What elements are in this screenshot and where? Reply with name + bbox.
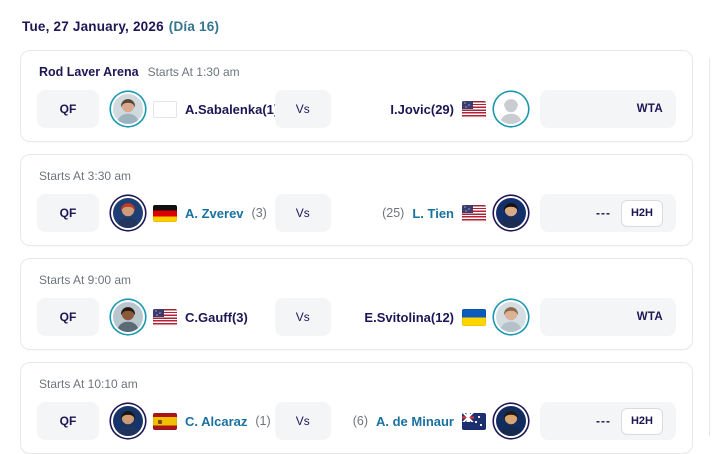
player1-name-link[interactable]: A. Zverev xyxy=(185,205,244,221)
match-info: --- H2H xyxy=(540,402,676,440)
date-header: Tue, 27 January, 2026 (Día 16) xyxy=(22,19,693,34)
flag-spain-icon xyxy=(153,412,177,430)
player1-avatar xyxy=(111,92,145,126)
player1-name: A.Sabalenka(1) xyxy=(185,101,279,117)
flag-usa-icon xyxy=(462,204,486,222)
round-badge: QF xyxy=(37,298,99,336)
h2h-placeholder: --- xyxy=(595,414,611,428)
tour-label: WTA xyxy=(636,311,663,323)
match-info: WTA xyxy=(540,90,676,128)
player1-name: C.Gauff(3) xyxy=(185,309,248,325)
start-time: Starts At 3:30 am xyxy=(39,169,132,183)
card-header: Starts At 9:00 am xyxy=(39,273,676,287)
scrollbar-track xyxy=(708,58,710,436)
player2-avatar xyxy=(494,300,528,334)
player2-name-link[interactable]: L. Tien xyxy=(412,205,454,221)
player2-name-link[interactable]: A. de Minaur xyxy=(375,413,454,429)
match-row: QF A. Zverev (3) Vs (25) L. Tien xyxy=(37,194,676,232)
card-header: Starts At 10:10 am xyxy=(39,377,676,391)
player1-group: A.Sabalenka(1) xyxy=(111,92,278,126)
match-card: Starts At 9:00 am QF C.Gauff(3) Vs E.Svi… xyxy=(20,258,693,350)
round-badge: QF xyxy=(37,90,99,128)
player1-name-link[interactable]: C. Alcaraz xyxy=(185,413,248,429)
player2-group: (6) A. de Minaur xyxy=(343,404,528,438)
match-row: QF C.Gauff(3) Vs E.Svitolina(12) xyxy=(37,298,676,336)
match-card: Starts At 3:30 am QF A. Zverev (3) Vs (2… xyxy=(20,154,693,246)
flag-usa-icon xyxy=(462,100,486,118)
flag-australia-icon xyxy=(462,412,486,430)
start-time: Starts At 10:10 am xyxy=(39,377,138,391)
flag-neutral-icon xyxy=(153,100,177,118)
start-time: Starts At 1:30 am xyxy=(147,65,240,79)
vs-badge: Vs xyxy=(274,402,331,440)
tour-label: WTA xyxy=(636,103,663,115)
start-time: Starts At 9:00 am xyxy=(39,273,132,287)
h2h-button[interactable]: H2H xyxy=(620,407,663,435)
player1-avatar xyxy=(111,196,145,230)
h2h-button[interactable]: H2H xyxy=(620,199,663,227)
player2-group: (25) L. Tien xyxy=(343,196,528,230)
player2-seed: (6) xyxy=(352,414,368,428)
player2-avatar-placeholder xyxy=(494,92,528,126)
flag-usa-icon xyxy=(153,308,177,326)
player1-avatar xyxy=(111,404,145,438)
vs-badge: Vs xyxy=(274,90,331,128)
round-badge: QF xyxy=(37,194,99,232)
card-header: Starts At 3:30 am xyxy=(39,169,676,183)
player2-name: E.Svitolina(12) xyxy=(364,309,454,325)
player1-group: C.Gauff(3) xyxy=(111,300,263,334)
player1-group: C. Alcaraz (1) xyxy=(111,404,271,438)
match-info: --- H2H xyxy=(540,194,676,232)
player2-group: E.Svitolina(12) xyxy=(343,300,528,334)
flag-germany-icon xyxy=(153,204,177,222)
player2-avatar xyxy=(494,404,528,438)
player2-group: I.Jovic(29) xyxy=(343,92,528,126)
player1-seed-after: (3) xyxy=(251,206,267,220)
vs-badge: Vs xyxy=(274,194,331,232)
tournament-day-text: (Día 16) xyxy=(168,19,220,34)
h2h-placeholder: --- xyxy=(595,206,611,220)
player2-name: I.Jovic(29) xyxy=(390,101,454,117)
vs-badge: Vs xyxy=(274,298,331,336)
player1-group: A. Zverev (3) xyxy=(111,196,267,230)
match-card: Starts At 10:10 am QF C. Alcaraz (1) Vs … xyxy=(20,362,693,454)
card-header: Rod Laver Arena Starts At 1:30 am xyxy=(39,65,676,79)
venue-name: Rod Laver Arena xyxy=(39,65,139,79)
player2-seed: (25) xyxy=(382,206,405,220)
match-row: QF A.Sabalenka(1) Vs I.Jovic(29) xyxy=(37,90,676,128)
player2-avatar xyxy=(494,196,528,230)
date-text: Tue, 27 January, 2026 xyxy=(22,19,164,34)
player1-avatar xyxy=(111,300,145,334)
match-info: WTA xyxy=(540,298,676,336)
match-row: QF C. Alcaraz (1) Vs (6) A. de Minaur xyxy=(37,402,676,440)
player1-seed-after: (1) xyxy=(255,414,271,428)
match-card: Rod Laver Arena Starts At 1:30 am QF A.S… xyxy=(20,50,693,142)
round-badge: QF xyxy=(37,402,99,440)
flag-ukraine-icon xyxy=(462,308,486,326)
